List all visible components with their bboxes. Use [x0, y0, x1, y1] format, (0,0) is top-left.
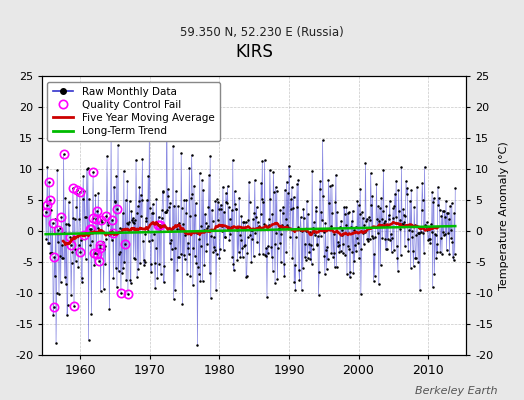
- Text: 59.350 N, 52.230 E (Russia): 59.350 N, 52.230 E (Russia): [180, 26, 344, 39]
- Text: Berkeley Earth: Berkeley Earth: [416, 386, 498, 396]
- Y-axis label: Temperature Anomaly (°C): Temperature Anomaly (°C): [499, 141, 509, 290]
- Title: KIRS: KIRS: [235, 43, 273, 61]
- Legend: Raw Monthly Data, Quality Control Fail, Five Year Moving Average, Long-Term Tren: Raw Monthly Data, Quality Control Fail, …: [47, 82, 220, 142]
